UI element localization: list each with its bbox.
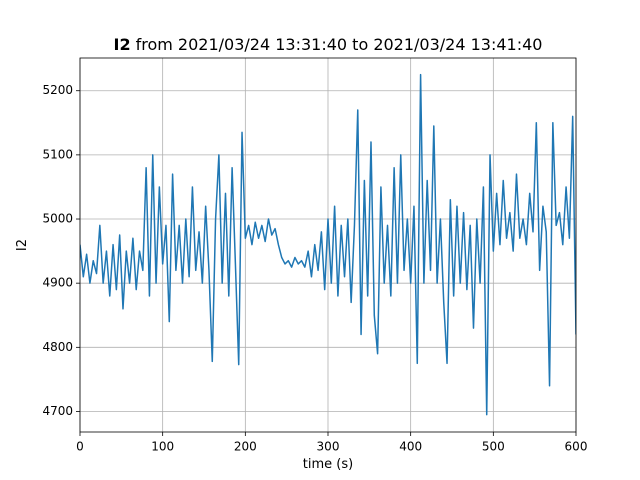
y-axis-label: I2: [15, 239, 30, 251]
chart-title: I2 from 2021/03/24 13:31:40 to 2021/03/24…: [114, 35, 543, 54]
title-variable: I2: [114, 35, 131, 54]
x-tick-label: 600: [565, 440, 588, 454]
x-tick-label: 100: [151, 440, 174, 454]
y-tick-label: 5200: [42, 83, 73, 97]
x-tick-label: 0: [76, 440, 84, 454]
y-tick-label: 5000: [42, 212, 73, 226]
plot-frame: [79, 57, 577, 433]
y-tick-label: 4700: [42, 404, 73, 418]
x-tick-label: 200: [234, 440, 257, 454]
x-tick-label: 500: [482, 440, 505, 454]
data-line: [80, 73, 576, 416]
title-text: from 2021/03/24 13:31:40 to 2021/03/24 1…: [136, 35, 543, 54]
y-tick-label: 4800: [42, 340, 73, 354]
x-tick-label: 400: [399, 440, 422, 454]
x-tick-label: 300: [317, 440, 340, 454]
x-axis-label: time (s): [303, 457, 353, 472]
y-tick-label: 5100: [42, 147, 73, 161]
y-tick-label: 4900: [42, 276, 73, 290]
